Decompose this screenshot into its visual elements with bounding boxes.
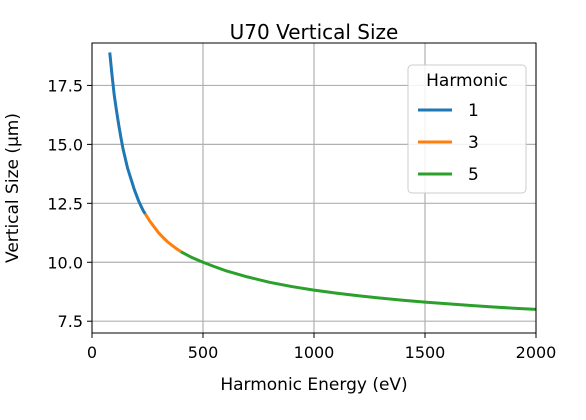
y-tick-label: 10.0 <box>47 253 83 272</box>
legend-box <box>407 64 527 194</box>
x-tick-label: 500 <box>188 343 219 362</box>
x-tick-label: 1500 <box>405 343 446 362</box>
y-tick-label: 17.5 <box>47 76 83 95</box>
y-axis: 7.5 10.0 12.5 15.0 17.5 <box>47 76 92 331</box>
legend-entry-1: 1 <box>468 101 479 121</box>
series-line-1 <box>108 52 147 215</box>
chart-title: U70 Vertical Size <box>230 20 399 44</box>
y-tick-label: 12.5 <box>47 194 83 213</box>
x-axis: 0 500 1000 1500 2000 <box>87 333 556 362</box>
plot-lines <box>108 52 537 311</box>
series-line-3 <box>144 213 182 253</box>
legend-title: Harmonic <box>426 71 508 91</box>
legend: Harmonic 1 3 5 <box>407 64 527 194</box>
y-axis-label: Vertical Size (μm) <box>3 113 23 263</box>
y-tick-label: 7.5 <box>58 312 83 331</box>
legend-entry-5: 5 <box>468 165 479 185</box>
legend-entry-3: 3 <box>468 133 479 153</box>
x-tick-label: 1000 <box>294 343 335 362</box>
series-line-5 <box>180 250 537 311</box>
x-tick-label: 2000 <box>516 343 557 362</box>
x-axis-label: Harmonic Energy (eV) <box>220 375 407 395</box>
x-tick-label: 0 <box>87 343 97 362</box>
y-tick-label: 15.0 <box>47 135 83 154</box>
